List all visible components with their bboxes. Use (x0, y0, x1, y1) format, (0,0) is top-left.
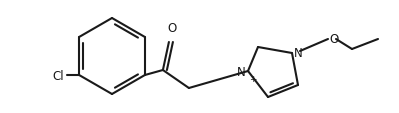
Text: N: N (294, 46, 303, 59)
Text: N: N (237, 66, 246, 79)
Text: O: O (167, 22, 176, 35)
Text: O: O (329, 32, 338, 45)
Text: +: + (249, 74, 257, 83)
Text: Cl: Cl (52, 69, 64, 82)
